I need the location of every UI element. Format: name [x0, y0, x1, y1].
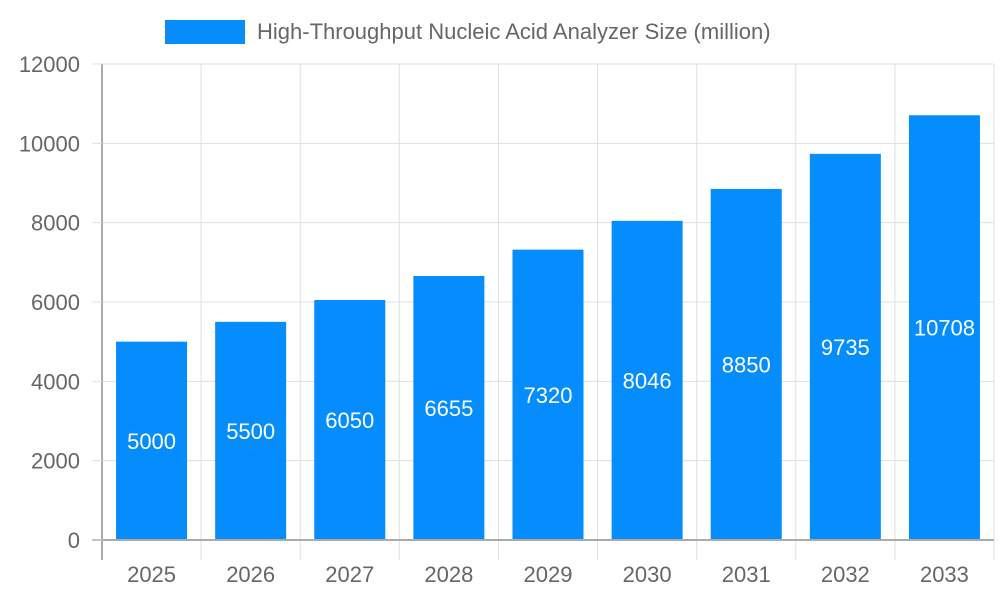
bar-rect[interactable]: [809, 153, 881, 540]
bar-2025[interactable]: 5000: [116, 341, 188, 540]
grid-lines: [102, 63, 995, 560]
bar-2031[interactable]: 8850: [710, 188, 782, 540]
data-label: 6050: [325, 408, 374, 433]
x-tick-label: 2031: [722, 562, 771, 587]
y-tick-label: 0: [68, 528, 80, 553]
data-label: 5000: [127, 429, 176, 454]
x-tick-label: 2030: [623, 562, 672, 587]
data-label: 9735: [821, 335, 870, 360]
bar-2028[interactable]: 6655: [413, 276, 485, 540]
x-tick-label: 2028: [424, 562, 473, 587]
bar-rect[interactable]: [314, 300, 386, 540]
legend-label: High-Throughput Nucleic Acid Analyzer Si…: [257, 19, 771, 44]
bar-rect[interactable]: [116, 341, 188, 540]
x-tick-label: 2033: [920, 562, 969, 587]
bar-2030[interactable]: 8046: [611, 220, 683, 541]
bars: 5000 5500 6050 6655 7320 8046 8850 9735 10708: [116, 115, 980, 541]
bar-rect[interactable]: [908, 115, 980, 541]
bar-2027[interactable]: 6050: [314, 300, 386, 540]
x-tick-label: 2025: [127, 562, 176, 587]
legend[interactable]: High-Throughput Nucleic Acid Analyzer Si…: [165, 19, 771, 44]
axes: [92, 63, 994, 560]
y-tick-label: 10000: [19, 131, 80, 156]
bar-2026[interactable]: 5500: [215, 321, 287, 540]
legend-swatch: [165, 20, 245, 44]
y-tick-label: 12000: [19, 52, 80, 77]
bar-2033[interactable]: 10708: [908, 115, 980, 541]
data-label: 6655: [424, 396, 473, 421]
x-tick-label: 2032: [821, 562, 870, 587]
data-label: 8850: [722, 352, 771, 377]
y-axis-tick-labels: 0 2000 4000 6000 8000 10000 12000: [19, 52, 80, 553]
x-tick-label: 2027: [325, 562, 374, 587]
bar-2029[interactable]: 7320: [512, 249, 584, 540]
bar-rect[interactable]: [710, 188, 782, 540]
y-tick-label: 8000: [31, 211, 80, 236]
bar-2032[interactable]: 9735: [809, 153, 881, 540]
data-label: 7320: [524, 383, 573, 408]
y-tick-label: 4000: [31, 369, 80, 394]
bar-rect[interactable]: [512, 249, 584, 540]
data-label: 10708: [914, 316, 975, 341]
x-tick-label: 2029: [524, 562, 573, 587]
x-axis-tick-labels: 2025 2026 2027 2028 2029 2030 2031 2032 2033: [127, 562, 969, 587]
bar-rect[interactable]: [215, 321, 287, 540]
bar-rect[interactable]: [611, 220, 683, 541]
bar-rect[interactable]: [413, 276, 485, 540]
y-tick-label: 6000: [31, 290, 80, 315]
y-tick-label: 2000: [31, 449, 80, 474]
data-label: 5500: [226, 419, 275, 444]
data-label: 8046: [623, 368, 672, 393]
x-tick-label: 2026: [226, 562, 275, 587]
